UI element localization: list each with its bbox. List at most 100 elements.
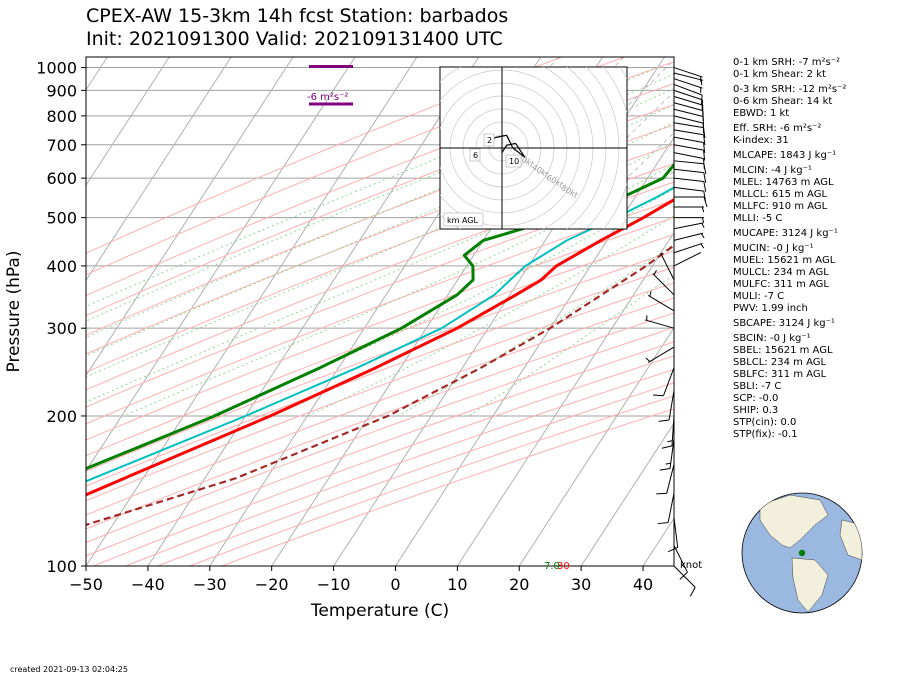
barb-shaft [673,232,704,241]
index-row: PWV: 1.99 inch [733,303,808,314]
moist-adiabat [86,121,674,378]
index-row: SBEL: 15621 m AGL [733,345,833,356]
wind-barb [673,160,707,175]
y-tick-label: 900 [46,81,77,100]
index-row: SBLI: -7 C [733,381,782,392]
barb-shaft [673,95,703,106]
wind-barbs [645,57,708,597]
index-row: SBLCL: 234 m AGL [733,357,827,368]
index-row: K-index: 31 [733,135,789,146]
wind-barb [648,291,675,312]
isotherm-line [456,231,674,566]
moist-adiabat [86,141,674,403]
barb-shaft [648,346,675,363]
dry-adiabat [86,250,674,472]
wind-barb [674,217,705,223]
dry-adiabat [86,82,674,317]
barb-shaft [652,273,675,296]
wind-barb [673,129,706,146]
x-tick-label: 30 [571,575,591,594]
moist-adiabat [86,73,674,322]
y-tick-label: 500 [46,209,77,228]
dry-adiabat [86,266,674,487]
barb-shaft [673,72,704,81]
index-row: MLLI: -5 C [733,213,783,224]
dry-adiabat [86,282,674,502]
barb-half-flag [701,217,705,223]
x-tick-label: −20 [255,575,289,594]
barb-shaft [645,319,675,329]
wind-barb [645,315,675,329]
x-tick-label: −10 [317,575,351,594]
index-row: MLLCL: 615 m AGL [733,189,828,200]
y-tick-label: 400 [46,257,77,276]
index-row: MLEL: 14763 m AGL [733,177,834,188]
x-tick-label: 20 [509,575,529,594]
sounding-indices-panel: 0-1 km SRH: -7 m²s⁻² 0-1 km Shear: 2 kt 0-… [733,57,846,441]
hodograph-height-label: 6 [473,151,478,160]
created-timestamp: created 2021-09-13 02:04:25 [10,665,128,674]
barb-flag [653,394,664,397]
barb-shaft [673,67,703,78]
wind-barb [673,242,705,254]
barb-shaft [673,177,704,182]
index-row: MULCL: 234 m AGL [733,267,829,278]
barb-shaft [662,367,675,396]
wind-barb [673,232,705,241]
axes: 307.0−50 −40 −30 −20 −10 0 10 20 30 4010020030040… [4,59,653,621]
barb-half-flag [645,357,651,362]
wetbulb-profile [86,186,674,483]
barb-half-flag [701,222,705,229]
index-row: Eff. SRH: -6 m²s⁻² [733,123,822,134]
isotherm-line [395,136,674,566]
station-marker [798,549,806,557]
barb-shaft [673,565,696,588]
x-tick-label: −30 [193,575,227,594]
chart-title: CPEX-AW 15-3km 14h fcst Station: barbado… [86,5,509,27]
mixing-ratio-line [626,132,674,179]
index-row: 0-3 km SRH: -12 m²s⁻² [733,84,847,95]
wind-barb [659,438,675,471]
barb-flag [703,134,706,146]
wind-barb [658,390,675,422]
index-row: EBWD: 1 kt [733,108,790,119]
barb-shaft [666,464,675,494]
moist-adiabat [209,188,674,417]
isotherm-line [580,422,674,566]
wind-barb [661,415,675,449]
barb-shaft [673,115,704,124]
barb-shaft [673,108,704,117]
barb-flag [661,445,673,449]
isotherm-line [86,57,232,282]
y-tick-label: 600 [46,169,77,188]
hodograph-agl-label: km AGL [447,216,479,225]
barb-half-flag [667,440,673,443]
barb-half-flag [700,233,705,239]
dry-adiabat [86,103,674,336]
barb-half-flag [700,243,705,249]
barb-shaft [673,136,704,144]
barb-shaft [673,102,704,112]
station-locator-globe [741,492,863,614]
x-tick-label: −50 [69,575,103,594]
barb-flag [657,522,669,525]
y-axis-label: Pressure (hPa) [4,251,24,373]
x-tick-label: 40 [633,575,653,594]
dry-adiabat [86,216,674,441]
barb-flag [703,181,707,192]
index-row: 0-1 km SRH: -7 m²s⁻² [733,57,840,68]
barb-shaft [673,160,704,165]
dry-adiabat [86,181,674,408]
north-america-landmass [759,494,829,549]
index-row: 0-1 km Shear: 2 kt [733,69,826,80]
index-row: SBLFC: 311 m AGL [733,369,827,380]
wind-barb [652,270,675,296]
barb-flag [703,150,706,161]
wind-barb [657,493,675,525]
barb-shaft [673,144,704,151]
hodograph-height-label: 10 [509,157,519,166]
barb-shaft [673,545,688,573]
